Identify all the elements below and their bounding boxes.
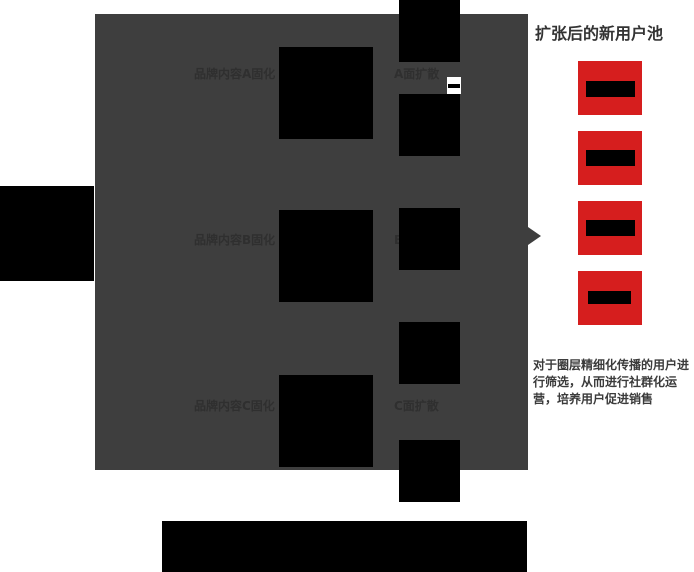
spread-label-a: A面扩散 <box>394 67 440 81</box>
card-redaction-bar <box>586 150 635 166</box>
channel-block-5 <box>399 440 460 502</box>
bottom-caption-bar <box>162 521 527 572</box>
card-redaction-bar <box>586 81 635 97</box>
channel-block-2 <box>399 94 460 156</box>
right-panel-note: 对于圈层精细化传播的用户进行筛选，从而进行社群化运营，培养用户促进销售 <box>533 358 690 406</box>
right-panel-title: 扩张后的新用户池 <box>535 24 664 43</box>
user-pool-card-4 <box>578 271 642 325</box>
arrow-right-icon <box>528 227 541 245</box>
content-block-a <box>279 47 373 139</box>
side-redacted-block <box>0 186 94 281</box>
content-label-b: 品牌内容B固化 <box>194 233 276 247</box>
user-pool-card-2 <box>578 131 642 185</box>
card-redaction-bar <box>586 220 635 236</box>
spread-label-c: C面扩散 <box>394 399 439 413</box>
user-pool-card-3 <box>578 201 642 255</box>
channel-block-3 <box>399 208 460 270</box>
content-flow-panel: 品牌内容A固化 品牌内容B固化 品牌内容C固化 A面扩散 B面扩散 C面扩散 <box>95 14 528 470</box>
channel-block-4 <box>399 322 460 384</box>
content-label-c: 品牌内容C固化 <box>194 399 275 413</box>
content-block-c <box>279 375 373 467</box>
channel-block-1 <box>399 0 460 62</box>
node-chip-icon <box>447 77 461 94</box>
card-redaction-bar <box>588 291 631 304</box>
content-block-b <box>279 210 373 302</box>
user-pool-card-1 <box>578 61 642 115</box>
content-label-a: 品牌内容A固化 <box>194 67 276 81</box>
